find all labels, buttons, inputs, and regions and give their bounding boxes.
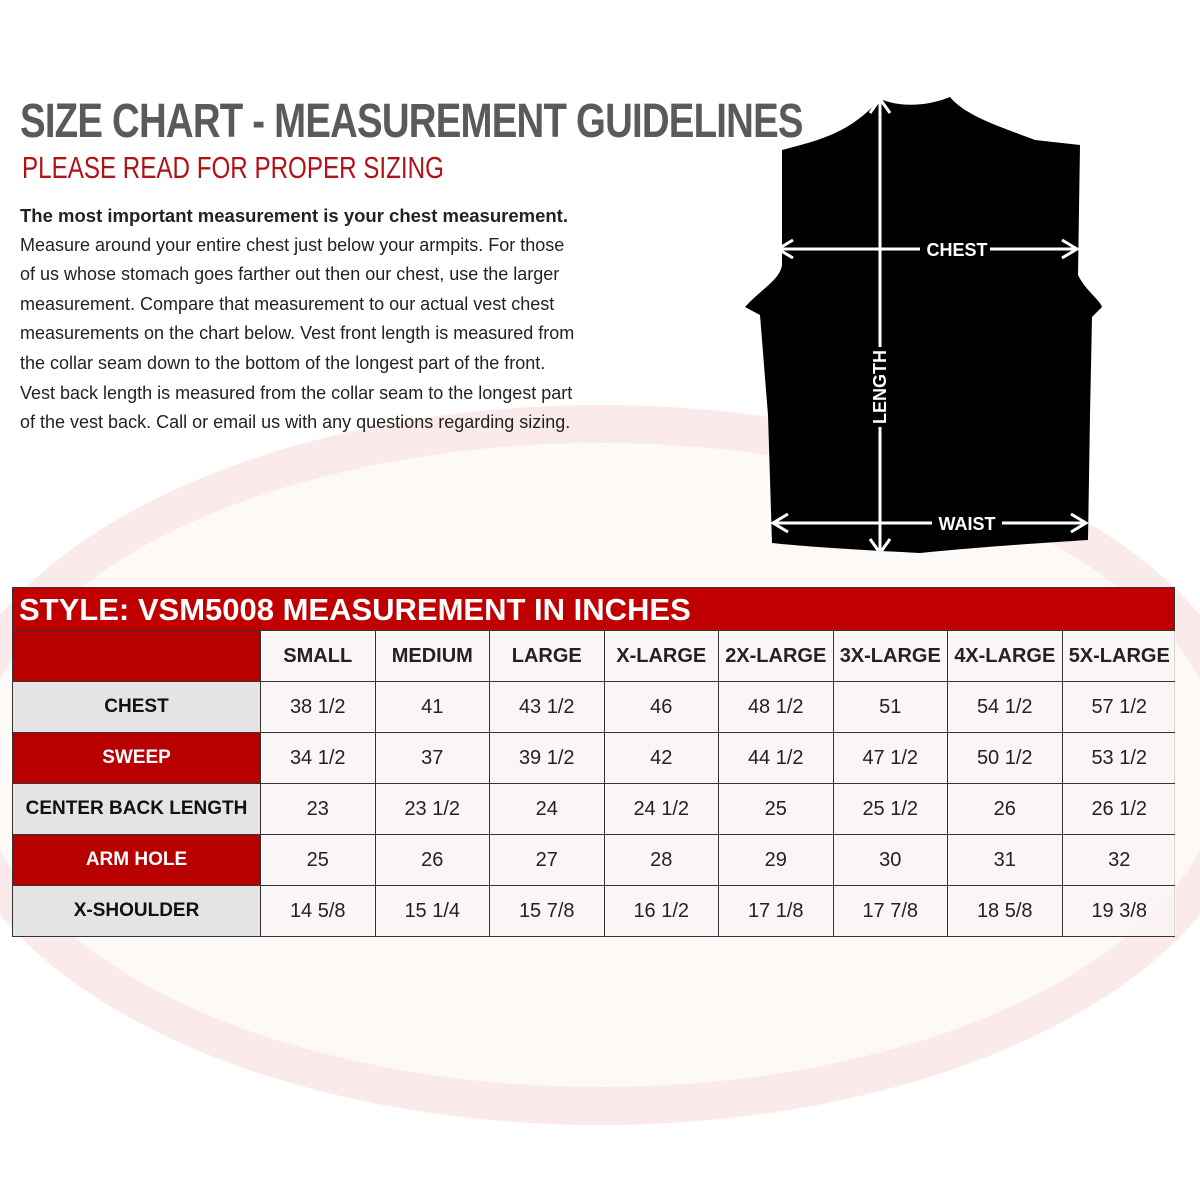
table-cell: 32 xyxy=(1061,835,1176,885)
page-subtitle: PLEASE READ FOR PROPER SIZING xyxy=(22,150,444,185)
table-cell: 37 xyxy=(374,733,489,783)
table-cell: 26 xyxy=(374,835,489,885)
table-cell: 44 1/2 xyxy=(718,733,833,783)
table-cell: 31 xyxy=(947,835,1062,885)
table-cell: 25 xyxy=(260,835,375,885)
table-cell: 34 1/2 xyxy=(260,733,375,783)
size-header: LARGE xyxy=(489,631,604,681)
table-cell: 39 1/2 xyxy=(489,733,604,783)
table-cell: 14 5/8 xyxy=(260,886,375,936)
intro-line: of us whose stomach goes farther out the… xyxy=(20,264,560,285)
chest-label: CHEST xyxy=(926,240,987,260)
table-cell: 26 1/2 xyxy=(1061,784,1176,834)
table-row: ARM HOLE 25 26 27 28 29 30 31 32 xyxy=(13,834,1176,885)
table-cell: 15 7/8 xyxy=(489,886,604,936)
row-label: CENTER BACK LENGTH xyxy=(13,784,260,834)
table-row: CHEST 38 1/2 41 43 1/2 46 48 1/2 51 54 1/2 57 1/… xyxy=(13,681,1176,732)
row-label: X-SHOULDER xyxy=(13,886,260,936)
table-cell: 42 xyxy=(603,733,718,783)
table-cell: 38 1/2 xyxy=(260,682,375,732)
table-cell: 23 1/2 xyxy=(374,784,489,834)
table-cell: 27 xyxy=(489,835,604,885)
size-header: SMALL xyxy=(260,631,375,681)
table-header-row: SMALL MEDIUM LARGE X-LARGE 2X-LARGE 3X-LARGE 4… xyxy=(13,630,1176,681)
table-cell: 30 xyxy=(832,835,947,885)
size-header: 3X-LARGE xyxy=(832,631,947,681)
table-cell: 46 xyxy=(603,682,718,732)
table-cell: 47 1/2 xyxy=(832,733,947,783)
size-header: X-LARGE xyxy=(603,631,718,681)
size-table: STYLE: VSM5008 MEASUREMENT IN INCHES SMA… xyxy=(12,587,1176,937)
table-cell: 24 1/2 xyxy=(603,784,718,834)
size-header: 5X-LARGE xyxy=(1061,631,1176,681)
table-cell: 19 3/8 xyxy=(1061,886,1176,936)
row-label: SWEEP xyxy=(13,733,260,783)
intro-text: The most important measurement is your c… xyxy=(20,201,660,438)
waist-label: WAIST xyxy=(939,514,996,534)
table-cell: 26 xyxy=(947,784,1062,834)
table-cell: 16 1/2 xyxy=(603,886,718,936)
row-label: ARM HOLE xyxy=(13,835,260,885)
intro-line: the collar seam down to the bottom of th… xyxy=(20,352,546,373)
table-cell: 17 1/8 xyxy=(718,886,833,936)
intro-line: Vest back length is measured from the co… xyxy=(20,382,573,403)
table-cell: 15 1/4 xyxy=(374,886,489,936)
intro-line: measurements on the chart below. Vest fr… xyxy=(20,323,575,344)
table-cell: 24 xyxy=(489,784,604,834)
vest-diagram: CHEST WAIST LENGTH xyxy=(745,96,1102,556)
row-label: CHEST xyxy=(13,682,260,732)
vest-silhouette xyxy=(745,97,1102,553)
table-cell: 23 xyxy=(260,784,375,834)
intro-line: measurement. Compare that measurement to… xyxy=(20,293,555,314)
size-header: 4X-LARGE xyxy=(947,631,1062,681)
header-corner xyxy=(13,631,260,681)
table-cell: 25 1/2 xyxy=(832,784,947,834)
table-cell: 29 xyxy=(718,835,833,885)
table-row: X-SHOULDER 14 5/8 15 1/4 15 7/8 16 1/2 17 1/8… xyxy=(13,885,1176,936)
table-cell: 25 xyxy=(718,784,833,834)
table-cell: 48 1/2 xyxy=(718,682,833,732)
table-cell: 54 1/2 xyxy=(947,682,1062,732)
table-cell: 41 xyxy=(374,682,489,732)
table-cell: 57 1/2 xyxy=(1061,682,1176,732)
length-label: LENGTH xyxy=(870,350,890,424)
intro-lead: The most important measurement is your c… xyxy=(20,205,568,226)
table-title: STYLE: VSM5008 MEASUREMENT IN INCHES xyxy=(13,588,1174,630)
table-cell: 17 7/8 xyxy=(832,886,947,936)
intro-line: Measure around your entire chest just be… xyxy=(20,234,565,255)
page-title: SIZE CHART - MEASUREMENT GUIDELINES xyxy=(20,95,804,148)
table-cell: 43 1/2 xyxy=(489,682,604,732)
table-cell: 28 xyxy=(603,835,718,885)
table-cell: 18 5/8 xyxy=(947,886,1062,936)
table-cell: 50 1/2 xyxy=(947,733,1062,783)
measure-arrows xyxy=(770,96,1089,556)
table-cell: 53 1/2 xyxy=(1061,733,1176,783)
intro-line: of the vest back. Call or email us with … xyxy=(20,412,571,433)
table-row: SWEEP 34 1/2 37 39 1/2 42 44 1/2 47 1/2 50 1/2 5… xyxy=(13,732,1176,783)
table-cell: 51 xyxy=(832,682,947,732)
size-header: MEDIUM xyxy=(374,631,489,681)
size-header: 2X-LARGE xyxy=(718,631,833,681)
table-row: CENTER BACK LENGTH 23 23 1/2 24 24 1/2 25 25 1… xyxy=(13,783,1176,834)
